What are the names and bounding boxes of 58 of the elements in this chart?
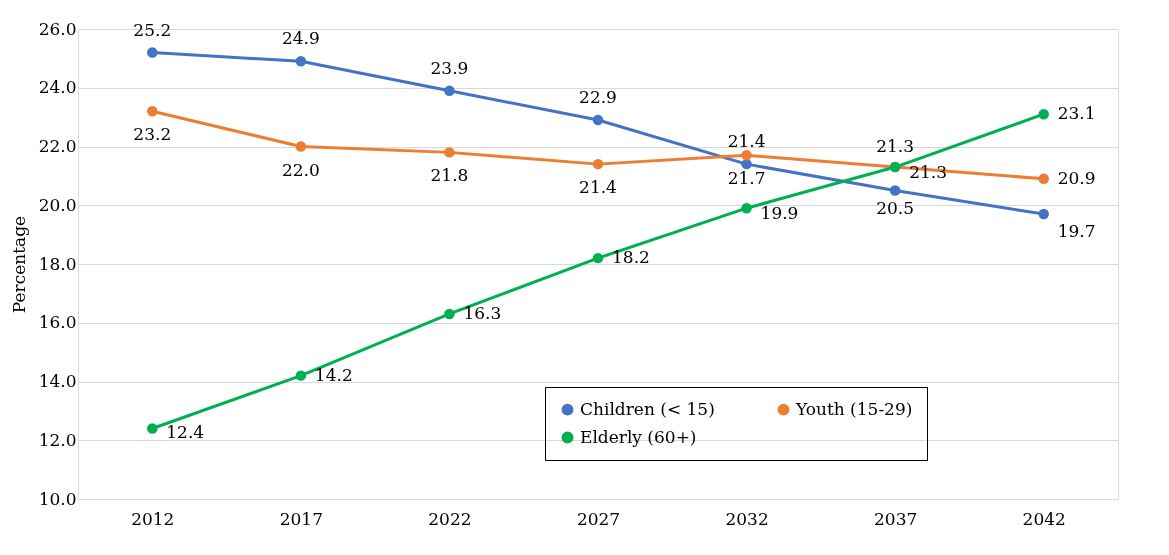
data-label: 22.0	[281, 159, 320, 180]
data-label: 24.9	[281, 28, 320, 49]
point	[741, 150, 752, 161]
data-label: 23.1	[1057, 103, 1096, 124]
data-label: 21.8	[430, 165, 469, 186]
data-label: 21.7	[727, 168, 766, 189]
y-tick-label: 14.0	[38, 371, 77, 391]
y-tick-label: 16.0	[38, 312, 77, 333]
point	[147, 47, 158, 58]
data-label: 20.9	[1057, 167, 1096, 188]
data-label: 18.2	[612, 247, 650, 268]
point	[295, 370, 307, 381]
point	[444, 147, 455, 158]
point	[1038, 208, 1049, 220]
point	[147, 106, 158, 117]
data-label: 21.3	[876, 136, 915, 157]
point	[1038, 108, 1049, 120]
point	[147, 423, 158, 434]
x-tick-label: 2037	[874, 508, 918, 529]
data-label: 19.7	[1057, 221, 1096, 242]
data-label: 21.4	[579, 177, 617, 198]
y-tick-label: 10.0	[38, 488, 77, 509]
point	[889, 185, 901, 196]
point	[444, 85, 455, 96]
data-label: 21.4	[727, 131, 766, 152]
y-tick-label: 18.0	[38, 253, 77, 274]
y-tick-label: 26.0	[38, 18, 77, 39]
x-tick-label: 2042	[1022, 508, 1066, 529]
x-tick-label: 2012	[131, 508, 175, 529]
data-label: 22.9	[579, 87, 617, 108]
point	[444, 308, 455, 320]
legend-label: Elderly (60+)	[580, 426, 697, 447]
x-tick-label: 2017	[279, 508, 323, 529]
y-axis-title: Percentage	[8, 215, 29, 314]
data-label: 25.2	[133, 19, 172, 40]
data-label: 20.5	[876, 197, 915, 218]
point	[295, 56, 307, 67]
data-label: 23.2	[133, 124, 172, 145]
y-tick-label: 12.0	[38, 429, 77, 450]
point	[592, 158, 604, 170]
y-tick-label: 22.0	[38, 136, 77, 156]
x-tick-label: 2032	[725, 508, 769, 529]
point	[1038, 173, 1049, 185]
data-label: 14.2	[314, 364, 353, 385]
y-tick-label: 24.0	[38, 77, 77, 98]
x-tick-label: 2022	[428, 508, 472, 529]
point	[592, 114, 604, 126]
legend-label: Youth (15-29)	[795, 398, 913, 419]
legend-label: Children (< 15)	[580, 398, 715, 419]
x-tick-label: 2027	[576, 508, 621, 529]
data-label: 23.9	[430, 57, 469, 78]
point	[741, 202, 752, 214]
point	[295, 141, 307, 152]
data-label: 12.4	[166, 421, 205, 442]
y-tick-label: 20.0	[38, 194, 77, 215]
point	[592, 252, 604, 264]
data-label: 16.3	[463, 302, 502, 323]
data-label: 19.9	[760, 203, 799, 224]
